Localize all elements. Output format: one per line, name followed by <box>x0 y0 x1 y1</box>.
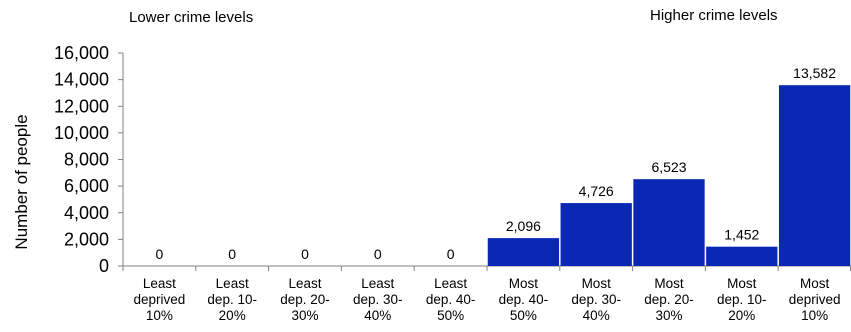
x-tick-label: Least dep. 30-40% <box>353 276 403 323</box>
data-label: 0 <box>447 246 455 262</box>
x-tick-label: Least deprived 10% <box>134 276 186 323</box>
x-tick-label: Most dep. 10-20% <box>717 276 767 323</box>
bar <box>778 85 851 266</box>
y-tick-label: 16,000 <box>54 43 109 63</box>
x-axis <box>122 265 851 271</box>
y-axis-label: Number of people <box>12 114 31 249</box>
data-label: 0 <box>301 246 309 262</box>
data-label: 0 <box>156 246 164 262</box>
data-label: 1,452 <box>724 227 759 243</box>
data-label: 0 <box>228 246 236 262</box>
bars <box>487 85 851 266</box>
bar <box>487 238 560 266</box>
annotation-lower-crime: Lower crime levels <box>129 9 254 26</box>
y-tick-label: 0 <box>99 256 109 276</box>
y-tick-label: 6,000 <box>64 176 109 196</box>
data-label: 4,726 <box>579 183 614 199</box>
y-tick-label: 4,000 <box>64 203 109 223</box>
bar <box>560 203 632 266</box>
y-tick-label: 8,000 <box>64 150 109 170</box>
x-tick-label: Most dep. 30-40% <box>571 276 621 323</box>
x-tick-label: Most dep. 20-30% <box>644 276 694 323</box>
y-tick-label: 10,000 <box>54 123 109 143</box>
bar <box>706 246 778 266</box>
x-tick-label: Least dep. 40-50% <box>426 276 476 323</box>
x-tick-labels: Least deprived 10% Least dep. 10-20% Least dep… <box>134 276 841 323</box>
bar <box>633 179 705 266</box>
y-axis: 0 2,000 4,000 6,000 8,000 10,000 12,000 14,000 1… <box>54 43 124 276</box>
data-label: 13,582 <box>793 65 836 81</box>
y-tick-label: 12,000 <box>54 96 109 116</box>
y-tick-label: 14,000 <box>54 70 109 90</box>
y-tick-label: 2,000 <box>64 229 109 249</box>
x-tick-label: Least dep. 20-30% <box>280 276 330 323</box>
x-tick-label: Most dep. 40-50% <box>499 276 549 323</box>
data-label: 0 <box>374 246 382 262</box>
x-tick-label: Least dep. 10-20% <box>207 276 257 323</box>
data-label: 6,523 <box>651 159 686 175</box>
annotation-higher-crime: Higher crime levels <box>650 7 778 24</box>
value-labels: 0 0 0 0 0 2,096 4,726 6,523 1,452 13,582 <box>156 65 837 262</box>
x-tick-label: Most deprived 10% <box>789 276 841 323</box>
data-label: 2,096 <box>506 218 541 234</box>
